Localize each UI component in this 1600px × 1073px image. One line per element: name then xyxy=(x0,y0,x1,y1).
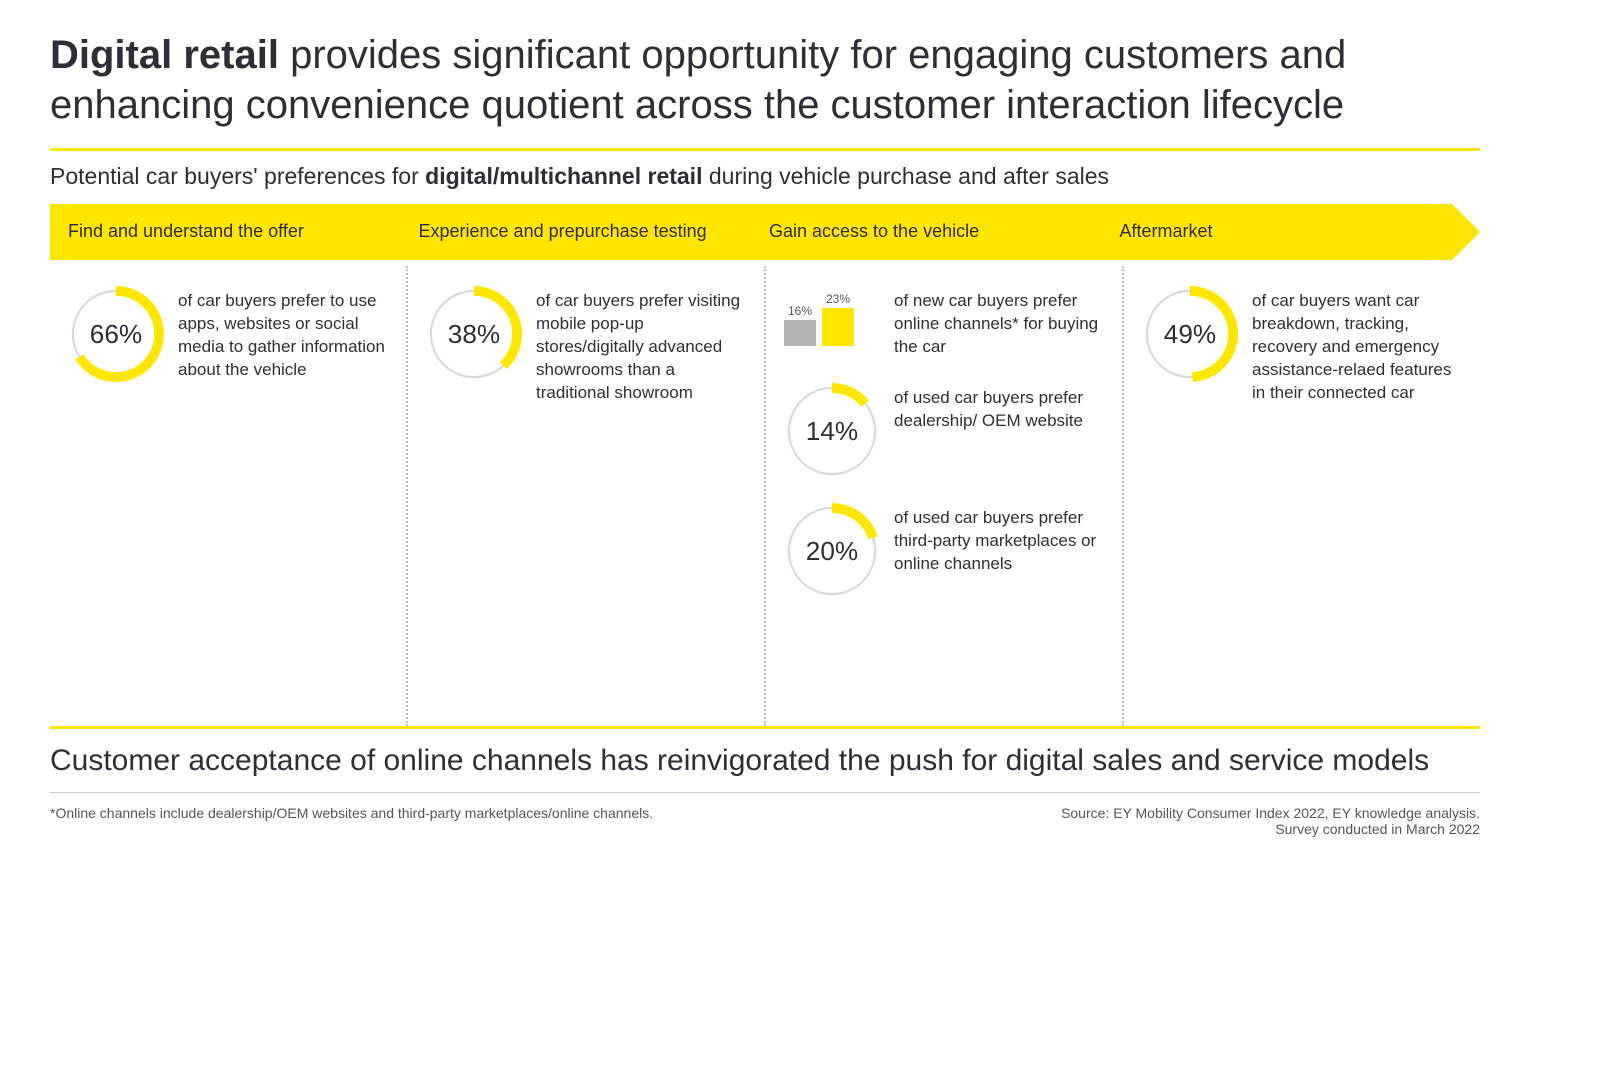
rule-grey-bottom xyxy=(50,792,1480,793)
rule-yellow-top xyxy=(50,148,1480,151)
conclusion-text: Customer acceptance of online channels h… xyxy=(50,741,1480,780)
column-aftermarket: 49% of car buyers want car breakdown, tr… xyxy=(1124,266,1480,726)
donut-chart-14: 14% xyxy=(784,383,880,479)
source-line2: Survey conducted in March 2022 xyxy=(1061,821,1480,837)
donut-chart-66: 66% xyxy=(68,286,164,382)
donut-chart-20: 20% xyxy=(784,503,880,599)
column-experience: 38% of car buyers prefer visiting mobile… xyxy=(408,266,766,726)
stat-text: of car buyers want car breakdown, tracki… xyxy=(1252,286,1462,405)
stage-label-3: Gain access to the vehicle xyxy=(751,221,1102,243)
stat-text: of new car buyers prefer online channels… xyxy=(894,286,1104,359)
mini-bar-yellow xyxy=(822,308,854,346)
stat-row: 49% of car buyers want car breakdown, tr… xyxy=(1142,286,1462,405)
stat-text: of used car buyers prefer third-party ma… xyxy=(894,503,1104,576)
stat-text: of car buyers prefer to use apps, websit… xyxy=(178,286,388,382)
stage-arrow-banner: Find and understand the offer Experience… xyxy=(50,204,1480,260)
subhead-bold: digital/multichannel retail xyxy=(425,163,702,189)
column-gain-access: 16% 23% of new car buyers prefer online … xyxy=(766,266,1124,726)
subhead-pre: Potential car buyers' preferences for xyxy=(50,163,425,189)
stage-label-1: Find and understand the offer xyxy=(50,221,401,243)
stage-label-2: Experience and prepurchase testing xyxy=(401,221,752,243)
svg-text:38%: 38% xyxy=(448,319,500,349)
footer: *Online channels include dealership/OEM … xyxy=(50,805,1480,837)
mini-bar-yellow-wrap: 23% xyxy=(822,292,854,346)
stat-row: 14% of used car buyers prefer dealership… xyxy=(784,383,1104,479)
mini-bar-grey xyxy=(784,320,816,346)
svg-text:20%: 20% xyxy=(806,536,858,566)
source-line1: Source: EY Mobility Consumer Index 2022,… xyxy=(1061,805,1480,821)
rule-yellow-mid xyxy=(50,726,1480,729)
svg-text:66%: 66% xyxy=(90,319,142,349)
subheading: Potential car buyers' preferences for di… xyxy=(50,163,1480,190)
source-right: Source: EY Mobility Consumer Index 2022,… xyxy=(1061,805,1480,837)
stat-text: of car buyers prefer visiting mobile pop… xyxy=(536,286,746,405)
stat-row-bars: 16% 23% of new car buyers prefer online … xyxy=(784,286,1104,359)
stats-columns: 66% of car buyers prefer to use apps, we… xyxy=(50,266,1480,726)
footnote-left: *Online channels include dealership/OEM … xyxy=(50,805,653,837)
column-find-offer: 66% of car buyers prefer to use apps, we… xyxy=(50,266,408,726)
subhead-post: during vehicle purchase and after sales xyxy=(702,163,1109,189)
mini-bar-chart: 16% 23% xyxy=(784,286,880,346)
mini-bar-grey-wrap: 16% xyxy=(784,304,816,346)
stat-row: 66% of car buyers prefer to use apps, we… xyxy=(68,286,388,382)
svg-text:49%: 49% xyxy=(1164,319,1216,349)
headline-bold: Digital retail xyxy=(50,33,279,77)
arrow-tip-icon xyxy=(1452,204,1480,260)
stat-row: 38% of car buyers prefer visiting mobile… xyxy=(426,286,746,405)
donut-chart-49: 49% xyxy=(1142,286,1238,382)
stage-label-4: Aftermarket xyxy=(1102,221,1453,243)
svg-text:14%: 14% xyxy=(806,416,858,446)
mini-bar-yellow-label: 23% xyxy=(826,292,850,306)
page-headline: Digital retail provides significant oppo… xyxy=(50,30,1480,130)
stat-text: of used car buyers prefer dealership/ OE… xyxy=(894,383,1104,433)
donut-chart-38: 38% xyxy=(426,286,522,382)
mini-bar-grey-label: 16% xyxy=(788,304,812,318)
stat-row: 20% of used car buyers prefer third-part… xyxy=(784,503,1104,599)
